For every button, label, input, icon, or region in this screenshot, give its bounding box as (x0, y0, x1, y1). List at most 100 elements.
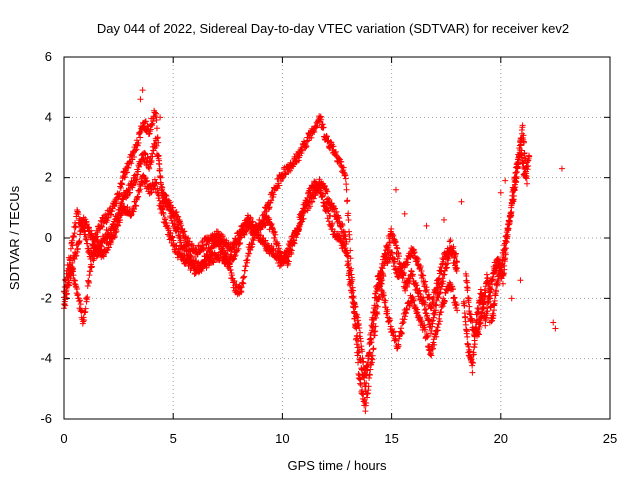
data-point (167, 230, 174, 237)
y-tick-label: -6 (40, 411, 52, 426)
data-point (398, 261, 405, 268)
data-point (124, 169, 131, 176)
data-point (324, 188, 331, 195)
data-point (422, 278, 429, 285)
data-point (386, 239, 393, 246)
data-point (512, 177, 519, 184)
data-point (300, 215, 307, 222)
y-tick-label: -4 (40, 351, 52, 366)
data-point (203, 241, 210, 248)
data-point (550, 319, 557, 326)
data-point (475, 331, 482, 338)
data-point (307, 203, 314, 210)
data-point (84, 240, 91, 247)
data-point (143, 178, 150, 185)
data-point (409, 271, 416, 278)
data-point (519, 122, 526, 129)
data-point (67, 254, 74, 261)
data-point (422, 299, 429, 306)
data-point (88, 227, 95, 234)
data-point (92, 242, 99, 249)
data-point (160, 210, 167, 217)
x-tick-labels: 0 5 10 15 20 25 (60, 431, 617, 446)
data-point (500, 270, 507, 277)
data-point (343, 181, 350, 188)
data-point (119, 181, 126, 188)
data-point (231, 278, 238, 285)
data-point (71, 256, 78, 263)
data-point (172, 209, 179, 216)
y-tick-label: 4 (45, 109, 52, 124)
y-tick-label: 6 (45, 49, 52, 64)
data-point (325, 207, 332, 214)
data-point (357, 376, 364, 383)
data-point (522, 155, 529, 162)
data-point (146, 165, 153, 172)
data-point (372, 312, 379, 319)
data-point (118, 200, 125, 207)
data-point (368, 339, 375, 346)
data-point (502, 177, 509, 184)
data-point (151, 176, 158, 183)
data-point (141, 173, 148, 180)
data-point (394, 255, 401, 262)
data-point (73, 252, 80, 259)
data-point (153, 110, 160, 117)
data-point (450, 249, 457, 256)
data-point (153, 137, 160, 144)
data-point (482, 289, 489, 296)
data-point (147, 126, 154, 133)
data-point (74, 285, 81, 292)
y-tick-label: -2 (40, 290, 52, 305)
data-point (189, 242, 196, 249)
data-point (436, 318, 443, 325)
data-point (499, 280, 506, 287)
x-tick-label: 0 (60, 431, 67, 446)
data-point (391, 328, 398, 335)
data-point (516, 152, 523, 159)
data-point (345, 210, 352, 217)
data-point (443, 264, 450, 271)
data-point (341, 229, 348, 236)
data-point (520, 132, 527, 139)
data-point (272, 231, 279, 238)
data-point (242, 263, 249, 270)
data-point (340, 228, 347, 235)
data-point (517, 277, 524, 284)
data-point (471, 344, 478, 351)
data-point (262, 237, 269, 244)
data-point (466, 303, 473, 310)
data-point (493, 288, 500, 295)
data-point (142, 118, 149, 125)
data-point (439, 275, 446, 282)
data-point (90, 234, 97, 241)
data-point (104, 217, 111, 224)
data-point (94, 229, 101, 236)
data-point (363, 399, 370, 406)
data-point (156, 165, 163, 172)
data-point (404, 306, 411, 313)
data-point (209, 250, 216, 257)
data-point (425, 291, 432, 298)
data-point (447, 237, 454, 244)
data-point (370, 315, 377, 322)
data-point (424, 333, 431, 340)
data-point (354, 352, 361, 359)
data-point (340, 164, 347, 171)
data-point (454, 265, 461, 272)
data-point (106, 244, 113, 251)
data-point (490, 301, 497, 308)
data-point (505, 227, 512, 234)
data-point (477, 320, 484, 327)
data-point (121, 174, 128, 181)
data-point (310, 195, 317, 202)
data-point (464, 333, 471, 340)
data-point (470, 351, 477, 358)
data-point (342, 233, 349, 240)
data-point (342, 175, 349, 182)
data-point (240, 280, 247, 287)
data-point (345, 253, 352, 260)
data-point (70, 265, 77, 272)
data-point (384, 306, 391, 313)
data-point (521, 150, 528, 157)
